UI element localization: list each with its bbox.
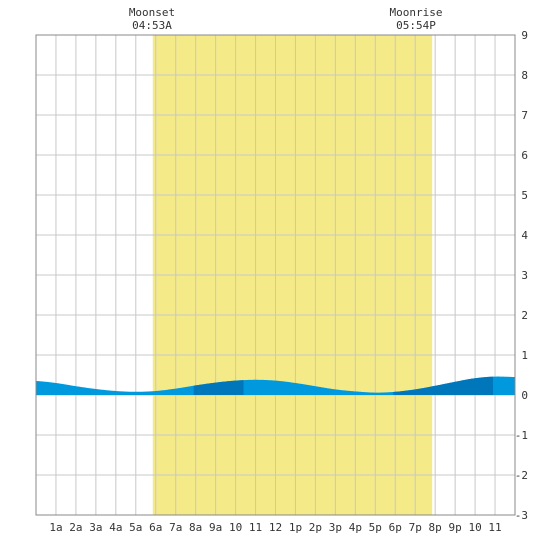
y-tick-label: 3 xyxy=(521,269,528,282)
x-tick-label: 10 xyxy=(229,521,242,534)
x-tick-label: 11 xyxy=(249,521,262,534)
x-tick-label: 4p xyxy=(349,521,362,534)
moonrise-label: Moonrise xyxy=(390,6,443,19)
y-tick-label: -2 xyxy=(515,469,528,482)
x-tick-label: 9a xyxy=(209,521,222,534)
y-tick-label: 1 xyxy=(521,349,528,362)
tide-area xyxy=(36,376,515,395)
y-tick-label: 0 xyxy=(521,389,528,402)
moonset-time: 04:53A xyxy=(132,19,172,32)
x-tick-label: 11 xyxy=(488,521,501,534)
x-tick-label: 4a xyxy=(109,521,122,534)
y-tick-label: 7 xyxy=(521,109,528,122)
y-tick-label: 9 xyxy=(521,29,528,42)
x-tick-label: 8p xyxy=(429,521,442,534)
x-tick-label: 3a xyxy=(89,521,102,534)
grid-layer xyxy=(35,34,516,516)
x-tick-label: 2p xyxy=(309,521,322,534)
y-tick-label: -3 xyxy=(515,509,528,522)
moonset-label: Moonset xyxy=(129,6,175,19)
moonrise-time: 05:54P xyxy=(396,19,436,32)
x-tick-labels: 1a 2a 3a 4a 5a 6a 7a 8a 9a 10 11 12 1p 2p 3p 4p 5p 6p 7p 8p… xyxy=(49,521,501,534)
tide-area-shaded xyxy=(393,376,494,395)
y-tick-label: 5 xyxy=(521,189,528,202)
x-tick-label: 10 xyxy=(468,521,481,534)
x-tick-label: 8a xyxy=(189,521,202,534)
x-tick-label: 6a xyxy=(149,521,162,534)
y-tick-label: 8 xyxy=(521,69,528,82)
tide-area-shaded xyxy=(193,380,244,395)
y-tick-label: 6 xyxy=(521,149,528,162)
x-tick-label: 7p xyxy=(409,521,422,534)
x-tick-label: 2a xyxy=(69,521,82,534)
y-tick-label: -1 xyxy=(515,429,528,442)
x-tick-label: 5a xyxy=(129,521,142,534)
x-tick-label: 12 xyxy=(269,521,282,534)
x-tick-label: 1p xyxy=(289,521,302,534)
x-tick-label: 6p xyxy=(389,521,402,534)
x-tick-label: 1a xyxy=(49,521,62,534)
y-tick-labels: 9 8 7 6 5 4 3 2 1 0 -1 -2 -3 xyxy=(515,29,529,522)
x-tick-label: 5p xyxy=(369,521,382,534)
x-tick-label: 7a xyxy=(169,521,182,534)
y-tick-label: 4 xyxy=(521,229,528,242)
x-tick-label: 3p xyxy=(329,521,342,534)
plot-frame xyxy=(35,34,516,516)
y-tick-label: 2 xyxy=(521,309,528,322)
tide-area-layer xyxy=(36,376,515,395)
x-tick-label: 9p xyxy=(449,521,462,534)
